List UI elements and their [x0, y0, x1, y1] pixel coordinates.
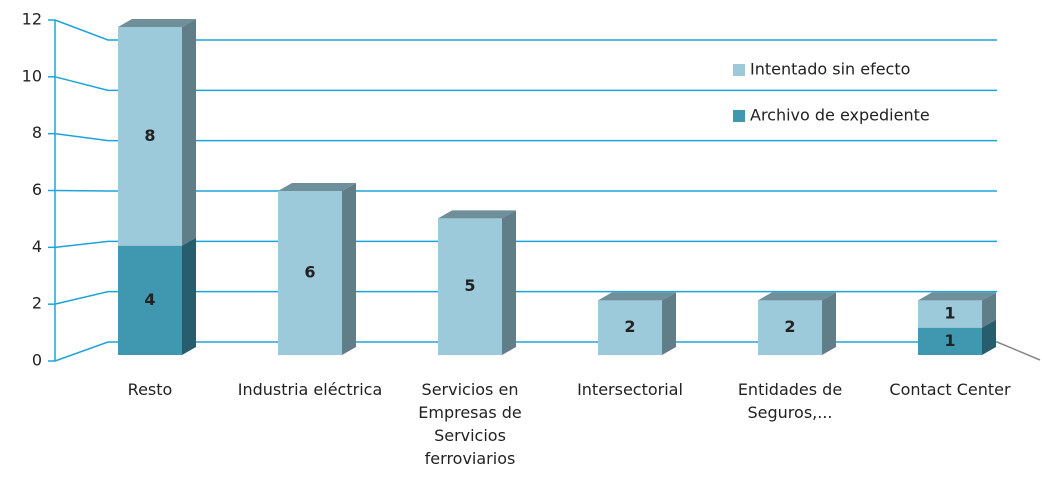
y-tick-label: 4 — [32, 237, 42, 256]
data-label: 5 — [464, 276, 475, 295]
bar-side — [342, 183, 356, 355]
bar-top — [118, 19, 196, 27]
grid-line — [54, 19, 997, 41]
bar — [918, 300, 982, 328]
grid-line — [54, 76, 997, 92]
data-label: 4 — [144, 290, 155, 309]
grid-line — [54, 189, 997, 192]
y-tick-label: 2 — [32, 294, 42, 313]
data-label: 6 — [304, 263, 315, 282]
y-tick-label: 6 — [32, 180, 42, 199]
data-label: 2 — [624, 317, 635, 336]
x-tick-label: Contact Center — [889, 380, 1011, 399]
grid-line — [54, 132, 997, 142]
bar — [118, 245, 182, 355]
x-tick-label: Resto — [127, 380, 173, 399]
bar-side — [982, 319, 996, 355]
legend-swatch — [733, 64, 745, 76]
data-label: 1 — [944, 331, 955, 350]
bar-side — [662, 292, 676, 355]
bar — [118, 27, 182, 246]
x-tick-label: Entidades de Seguros,... — [737, 380, 843, 422]
legend-swatch — [733, 110, 745, 122]
x-tick-label: Intersectorial — [577, 380, 683, 399]
bar — [438, 218, 502, 355]
bar-top — [598, 292, 676, 301]
bar-side — [982, 292, 996, 328]
y-tick-label: 12 — [22, 10, 42, 29]
grid-line — [54, 341, 997, 362]
floor-edge — [996, 341, 1041, 361]
bar — [758, 300, 822, 355]
bar-side — [822, 292, 836, 355]
bar-top — [758, 292, 836, 301]
x-tick-label: Servicios en Empresas de Servicios ferro… — [418, 380, 522, 468]
bar-side — [182, 19, 196, 246]
bar — [278, 191, 342, 355]
x-tick-label: Industria eléctrica — [237, 380, 383, 399]
bar-side — [182, 237, 196, 355]
bar-top — [438, 210, 516, 219]
data-label: 1 — [944, 304, 955, 323]
bar-side — [502, 210, 516, 355]
grid-line — [54, 290, 997, 305]
bar-top — [918, 292, 996, 301]
bar — [918, 327, 982, 355]
data-label: 8 — [144, 126, 155, 145]
legend-label: Intentado sin efecto — [750, 60, 910, 79]
y-tick-label: 0 — [32, 351, 42, 370]
y-tick-label: 8 — [32, 123, 42, 142]
bar — [598, 300, 662, 355]
bar-top — [278, 183, 356, 191]
legend-label: Archivo de expediente — [750, 106, 930, 125]
grid-line — [54, 240, 997, 249]
y-tick-label: 10 — [22, 66, 42, 85]
data-label: 2 — [784, 317, 795, 336]
